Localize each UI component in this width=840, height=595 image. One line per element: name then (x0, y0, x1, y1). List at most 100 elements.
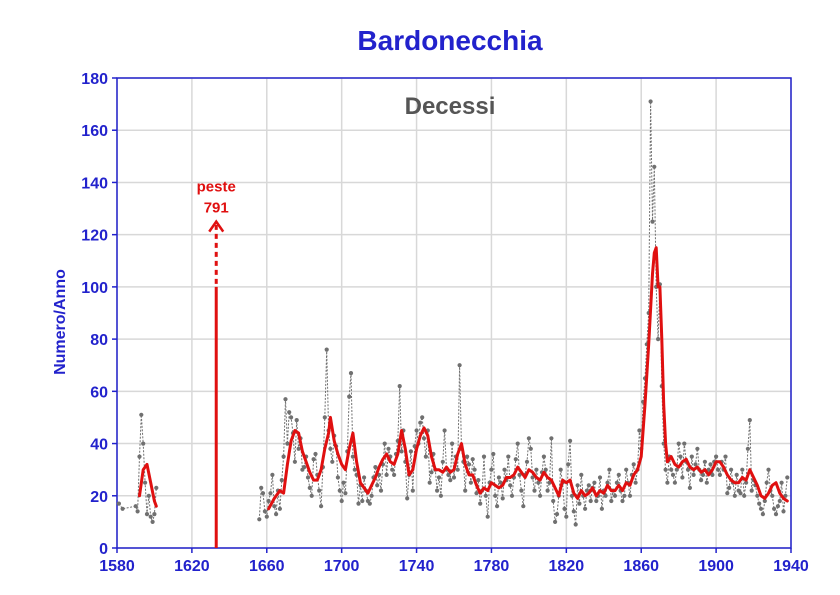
annual-point (676, 441, 681, 446)
annual-point (687, 485, 693, 490)
annual-point (734, 472, 739, 477)
annual-point (603, 493, 608, 498)
annual-point (509, 493, 515, 498)
annual-line (258, 101, 788, 525)
plague-arrow-head (208, 219, 225, 233)
annual-point (146, 493, 151, 498)
annual-point (319, 504, 324, 509)
annual-point (491, 451, 496, 457)
annual-point (781, 509, 786, 514)
x-tick-label: 1860 (623, 558, 659, 575)
annual-point (779, 480, 784, 485)
annual-point (330, 459, 335, 464)
x-tick-label: 1620 (174, 558, 210, 575)
annual-point (260, 491, 266, 496)
annual-point (695, 446, 700, 451)
annual-point (442, 428, 447, 433)
smooth-line (138, 462, 158, 508)
annual-point (670, 472, 676, 477)
annual-point (506, 454, 511, 459)
annual-point (272, 504, 277, 509)
annual-point (777, 498, 782, 504)
annual-point (322, 415, 327, 420)
annual-point (348, 371, 354, 376)
annual-point (350, 454, 355, 459)
annual-point (648, 99, 653, 104)
annual-point (495, 504, 500, 509)
annual-point (708, 462, 713, 467)
annual-point (270, 472, 275, 477)
chart-subtitle: Decessi (405, 93, 496, 120)
annual-point (764, 480, 769, 485)
annual-point (624, 467, 629, 472)
annual-point (620, 498, 625, 504)
annual-point (311, 457, 316, 462)
annual-point (347, 394, 352, 399)
annual-point (656, 337, 661, 342)
annual-point (554, 511, 560, 517)
annual-point (530, 475, 535, 480)
annual-point (783, 493, 788, 498)
annual-point (566, 462, 571, 467)
annual-point (448, 478, 453, 483)
series-smooth (138, 246, 789, 511)
annual-point (568, 438, 573, 443)
annual-point (678, 454, 683, 459)
annual-point (466, 462, 472, 467)
annual-point (493, 493, 498, 498)
x-tick-label: 1900 (698, 558, 734, 575)
annual-point (317, 488, 322, 493)
annual-point (373, 465, 378, 470)
annual-point (740, 467, 745, 472)
annual-point (502, 467, 507, 472)
annual-point (283, 397, 288, 402)
annual-point (742, 493, 747, 498)
annual-point (137, 454, 142, 459)
annual-point (513, 457, 518, 462)
annual-point (116, 501, 121, 506)
annual-point (622, 493, 627, 498)
annual-point (343, 491, 348, 496)
x-tick-label: 1940 (773, 558, 809, 575)
annual-point (627, 493, 633, 498)
annual-point (408, 449, 413, 454)
annual-point (440, 459, 445, 464)
x-tick-label: 1700 (324, 558, 360, 575)
chart-title: Bardonecchia (357, 25, 543, 56)
annual-point (309, 493, 314, 498)
annual-point (279, 478, 284, 483)
annual-point (553, 519, 558, 525)
annual-point (744, 480, 749, 485)
annual-point (143, 480, 148, 485)
y-tick-label: 80 (90, 332, 108, 349)
annual-point (294, 418, 299, 423)
annual-point (702, 459, 708, 464)
plague-annotation: peste 791 (197, 179, 236, 548)
annual-point (341, 480, 346, 485)
y-tick-label: 160 (81, 123, 108, 140)
plague-value: 791 (204, 200, 229, 217)
annual-point (674, 467, 679, 472)
annual-point (715, 467, 721, 472)
annual-point (685, 467, 691, 472)
annual-point (583, 506, 588, 511)
annual-point (483, 493, 488, 498)
annual-point (631, 462, 636, 467)
y-tick-label: 40 (90, 437, 108, 454)
annual-point (571, 509, 576, 514)
annual-point (463, 488, 468, 493)
annual-point (397, 384, 402, 389)
annual-point (592, 480, 597, 485)
annual-point (455, 467, 460, 472)
annual-point (575, 483, 580, 488)
annual-point (150, 519, 155, 525)
annual-point (262, 509, 267, 514)
annual-point (545, 488, 550, 493)
annual-point (259, 485, 264, 490)
annual-point (569, 493, 575, 498)
annual-point (693, 462, 698, 467)
annual-point (450, 441, 455, 446)
annual-point (472, 467, 477, 472)
annual-point (772, 506, 777, 511)
annual-point (609, 498, 614, 504)
